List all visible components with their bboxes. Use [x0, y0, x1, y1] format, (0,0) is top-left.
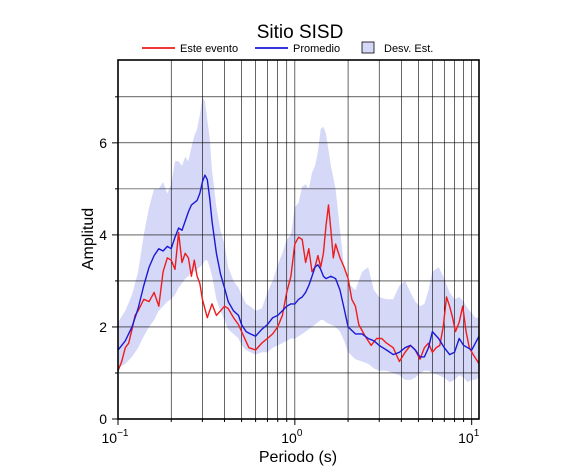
x-tick-label: 101 [458, 428, 480, 446]
x-tick-label: 100 [281, 428, 303, 446]
legend-label: Desv. Est. [384, 43, 433, 55]
y-tick-label: 6 [99, 135, 107, 151]
series-line-este-evento [118, 204, 479, 371]
x-tick-label: 10−1 [102, 428, 129, 446]
y-tick-label: 4 [99, 227, 107, 243]
plot-frame [117, 59, 480, 420]
y-axis-label: Amplitud [80, 208, 97, 270]
legend: Este evento Promedio Desv. Est. [142, 41, 433, 55]
std-dev-band [118, 96, 479, 383]
series-line-promedio [118, 174, 479, 358]
y-tick-label: 0 [99, 411, 107, 427]
chart-title: Sitio SISD [257, 22, 344, 43]
y-tick-label: 2 [99, 319, 107, 335]
legend-label: Este evento [180, 43, 238, 55]
legend-swatch-band [361, 41, 375, 54]
x-axis-label: Periodo (s) [259, 449, 337, 466]
legend-label: Promedio [293, 43, 340, 55]
